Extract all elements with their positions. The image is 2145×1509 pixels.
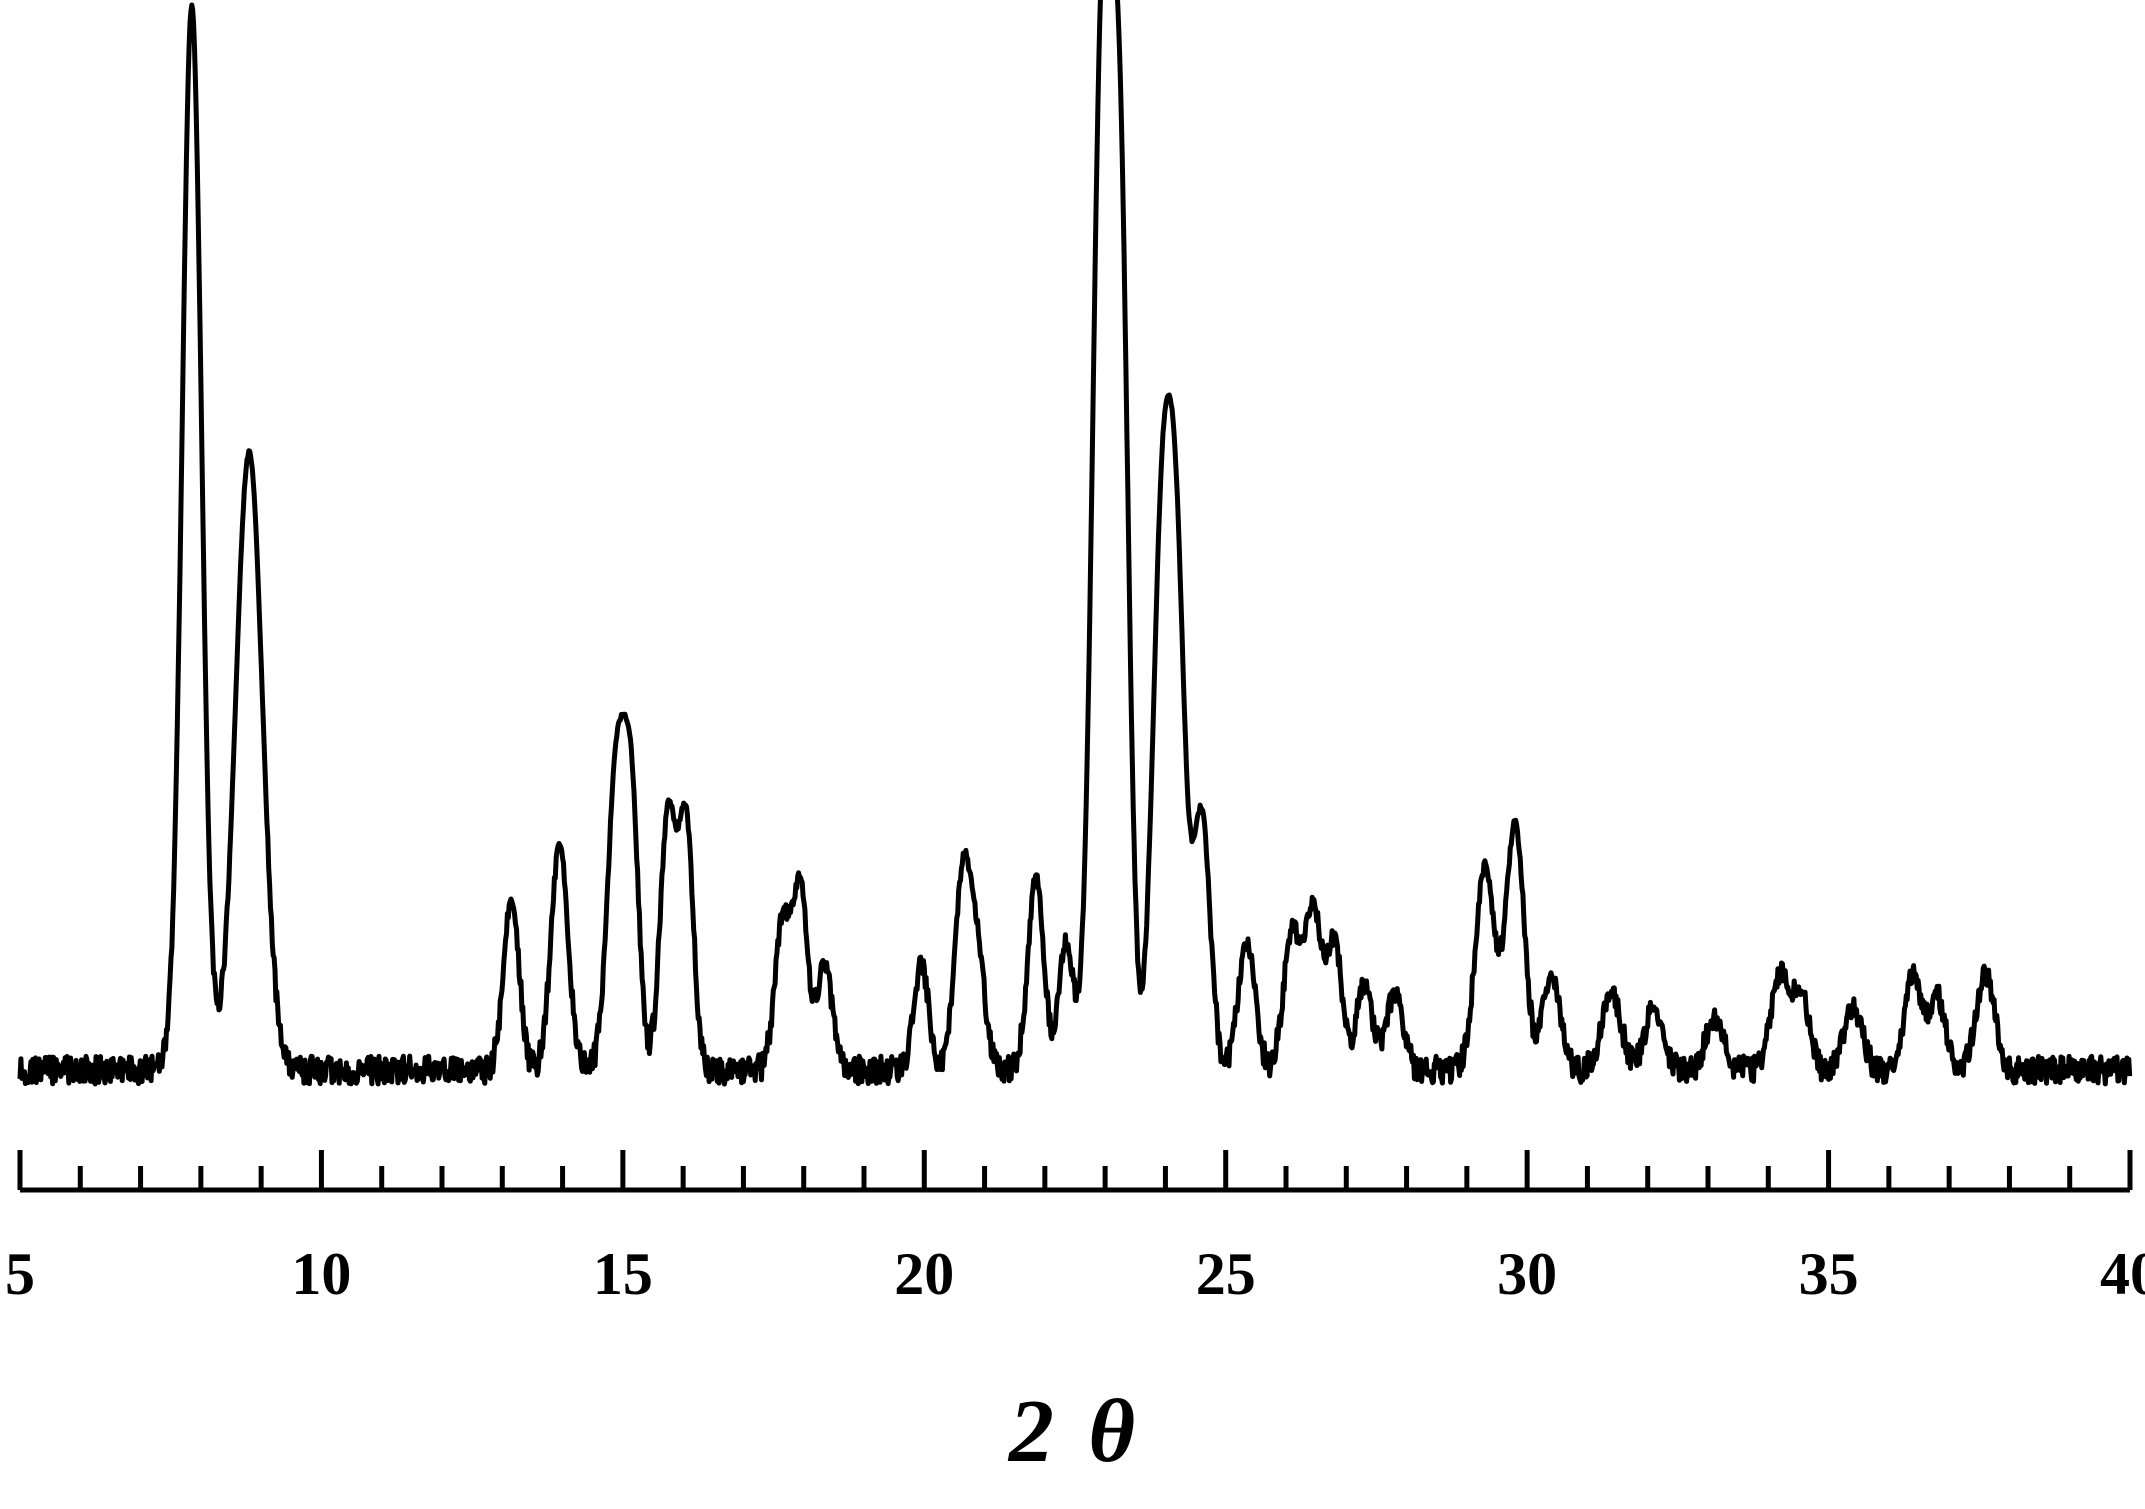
x-tick-label: 15 <box>593 1240 653 1309</box>
x-tick-label: 35 <box>1799 1240 1859 1309</box>
x-tick-label: 25 <box>1196 1240 1256 1309</box>
xrd-chart: 5 10 15 20 25 30 35 40 2 θ <box>0 0 2145 1509</box>
x-tick-label: 10 <box>291 1240 351 1309</box>
spectrum-trace <box>20 0 2130 1084</box>
x-axis-label: 2 θ <box>1009 1380 1141 1483</box>
x-tick-label: 40 <box>2100 1240 2145 1309</box>
x-tick-label: 5 <box>5 1240 35 1309</box>
x-tick-label: 20 <box>894 1240 954 1309</box>
x-tick-label: 30 <box>1497 1240 1557 1309</box>
